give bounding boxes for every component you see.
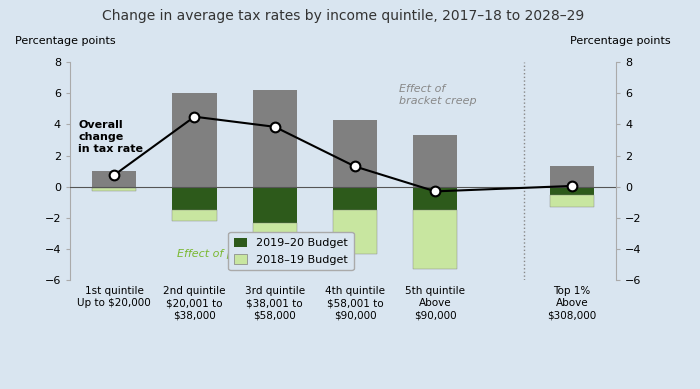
Bar	[92, 187, 136, 188]
Bar	[413, 187, 457, 210]
Bar	[172, 187, 216, 210]
Bar	[550, 187, 594, 194]
Bar	[333, 210, 377, 254]
Bar	[413, 135, 457, 187]
Bar	[333, 187, 377, 210]
Bar	[92, 188, 136, 191]
Bar	[172, 93, 216, 187]
Text: Percentage points: Percentage points	[15, 36, 116, 46]
Bar	[253, 187, 297, 223]
Bar	[253, 90, 297, 187]
Bar	[172, 210, 216, 221]
Bar	[92, 171, 136, 187]
Text: Effect of
bracket creep: Effect of bracket creep	[399, 84, 477, 106]
Bar	[550, 194, 594, 207]
Text: Overall
change
in tax rate: Overall change in tax rate	[78, 119, 143, 154]
Text: Change in average tax rates by income quintile, 2017–18 to 2028–29: Change in average tax rates by income qu…	[102, 9, 584, 23]
Bar	[550, 166, 594, 187]
Text: Percentage points: Percentage points	[570, 36, 671, 46]
Bar	[253, 223, 297, 233]
Bar	[333, 120, 377, 187]
Text: Effect of policy: Effect of policy	[177, 249, 260, 259]
Legend: 2019–20 Budget, 2018–19 Budget: 2019–20 Budget, 2018–19 Budget	[228, 232, 354, 270]
Bar	[413, 210, 457, 269]
